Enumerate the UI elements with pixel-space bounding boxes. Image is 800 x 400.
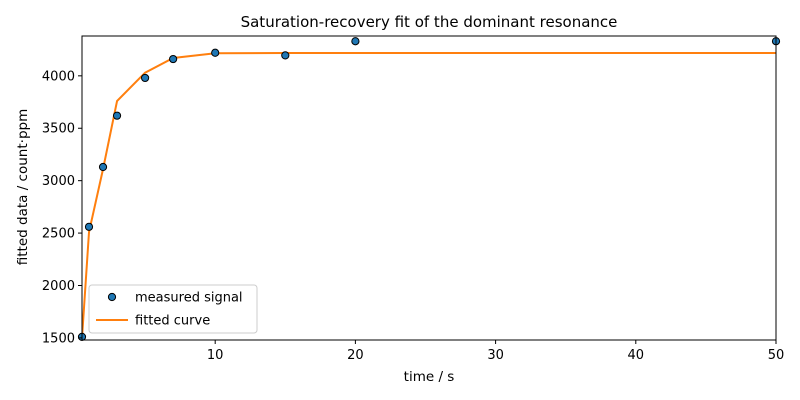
fitted-curve-line (82, 51, 776, 338)
plot-area (77, 35, 781, 341)
measured-signal-point (351, 37, 360, 46)
legend-box (88, 284, 258, 334)
y-tick-label: 2500 (42, 227, 75, 242)
legend-label: fitted curve (135, 314, 210, 329)
y-axis-label: fitted data / count·ppm (15, 109, 31, 265)
y-tick-label: 3000 (42, 174, 75, 189)
y-tick-label: 2000 (42, 279, 75, 294)
measured-signal-point (211, 48, 220, 57)
legend-marker-measured-signal (107, 292, 117, 302)
measured-signal-point (140, 73, 150, 83)
x-axis-label: time / s (404, 369, 455, 385)
x-tick-label: 10 (207, 348, 224, 363)
measured-signal-point (169, 54, 178, 64)
legend: measured signal fitted curve (88, 284, 258, 334)
x-tick-label: 30 (487, 348, 504, 363)
measured-signal-point (98, 162, 108, 172)
chart-title: Saturation-recovery fit of the dominant … (241, 13, 618, 31)
x-tick-label: 50 (768, 348, 785, 363)
measured-signal-point (84, 222, 94, 231)
x-tick-label: 20 (347, 348, 364, 363)
measured-signal-point (112, 111, 122, 120)
y-tick-label: 1500 (42, 331, 75, 346)
y-tick-label: 4000 (42, 69, 75, 84)
legend-label: measured signal (135, 291, 243, 306)
axes-frame (81, 35, 777, 341)
x-tick-label: 40 (628, 348, 645, 363)
y-tick-label: 3500 (42, 122, 75, 137)
axis-ticks: 10 20 30 40 50 1500 2000 2500 3000 3500 4000 (42, 69, 784, 363)
measured-signal-point (281, 51, 290, 60)
